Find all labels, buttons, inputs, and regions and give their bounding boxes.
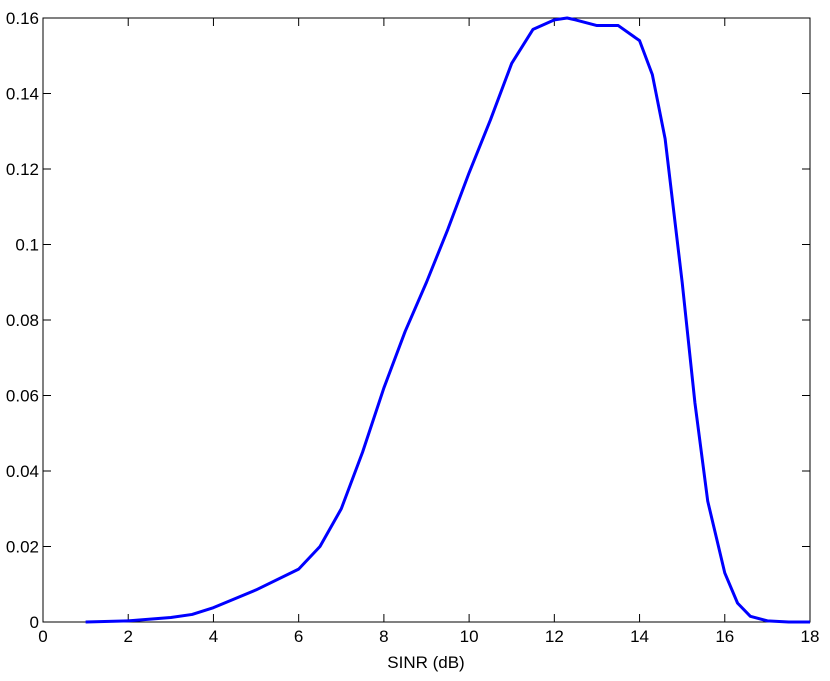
x-axis-label: SINR (dB): [387, 653, 464, 672]
x-tick-label: 6: [294, 627, 303, 646]
y-tick-label: 0.08: [6, 311, 39, 330]
x-tick-label: 4: [209, 627, 218, 646]
y-tick-label: 0.1: [15, 236, 39, 255]
x-tick-label: 10: [460, 627, 479, 646]
plot-frame: [42, 17, 811, 623]
x-tick-label: 2: [123, 627, 132, 646]
y-tick-label: 0.06: [6, 387, 39, 406]
x-tick-label: 12: [545, 627, 564, 646]
y-tick-label: 0.04: [6, 462, 39, 481]
data-line: [85, 16, 810, 624]
x-tick-label: 18: [801, 627, 820, 646]
x-tick-label: 14: [630, 627, 649, 646]
y-tick-label: 0.14: [6, 85, 39, 104]
y-tick-label: 0.16: [6, 9, 39, 28]
x-tick-label: 8: [379, 627, 388, 646]
y-tick-label: 0.12: [6, 160, 39, 179]
y-tick-label: 0: [30, 613, 39, 632]
y-tick-label: 0.02: [6, 538, 39, 557]
x-tick-label: 0: [38, 627, 47, 646]
x-tick-label: 16: [715, 627, 734, 646]
